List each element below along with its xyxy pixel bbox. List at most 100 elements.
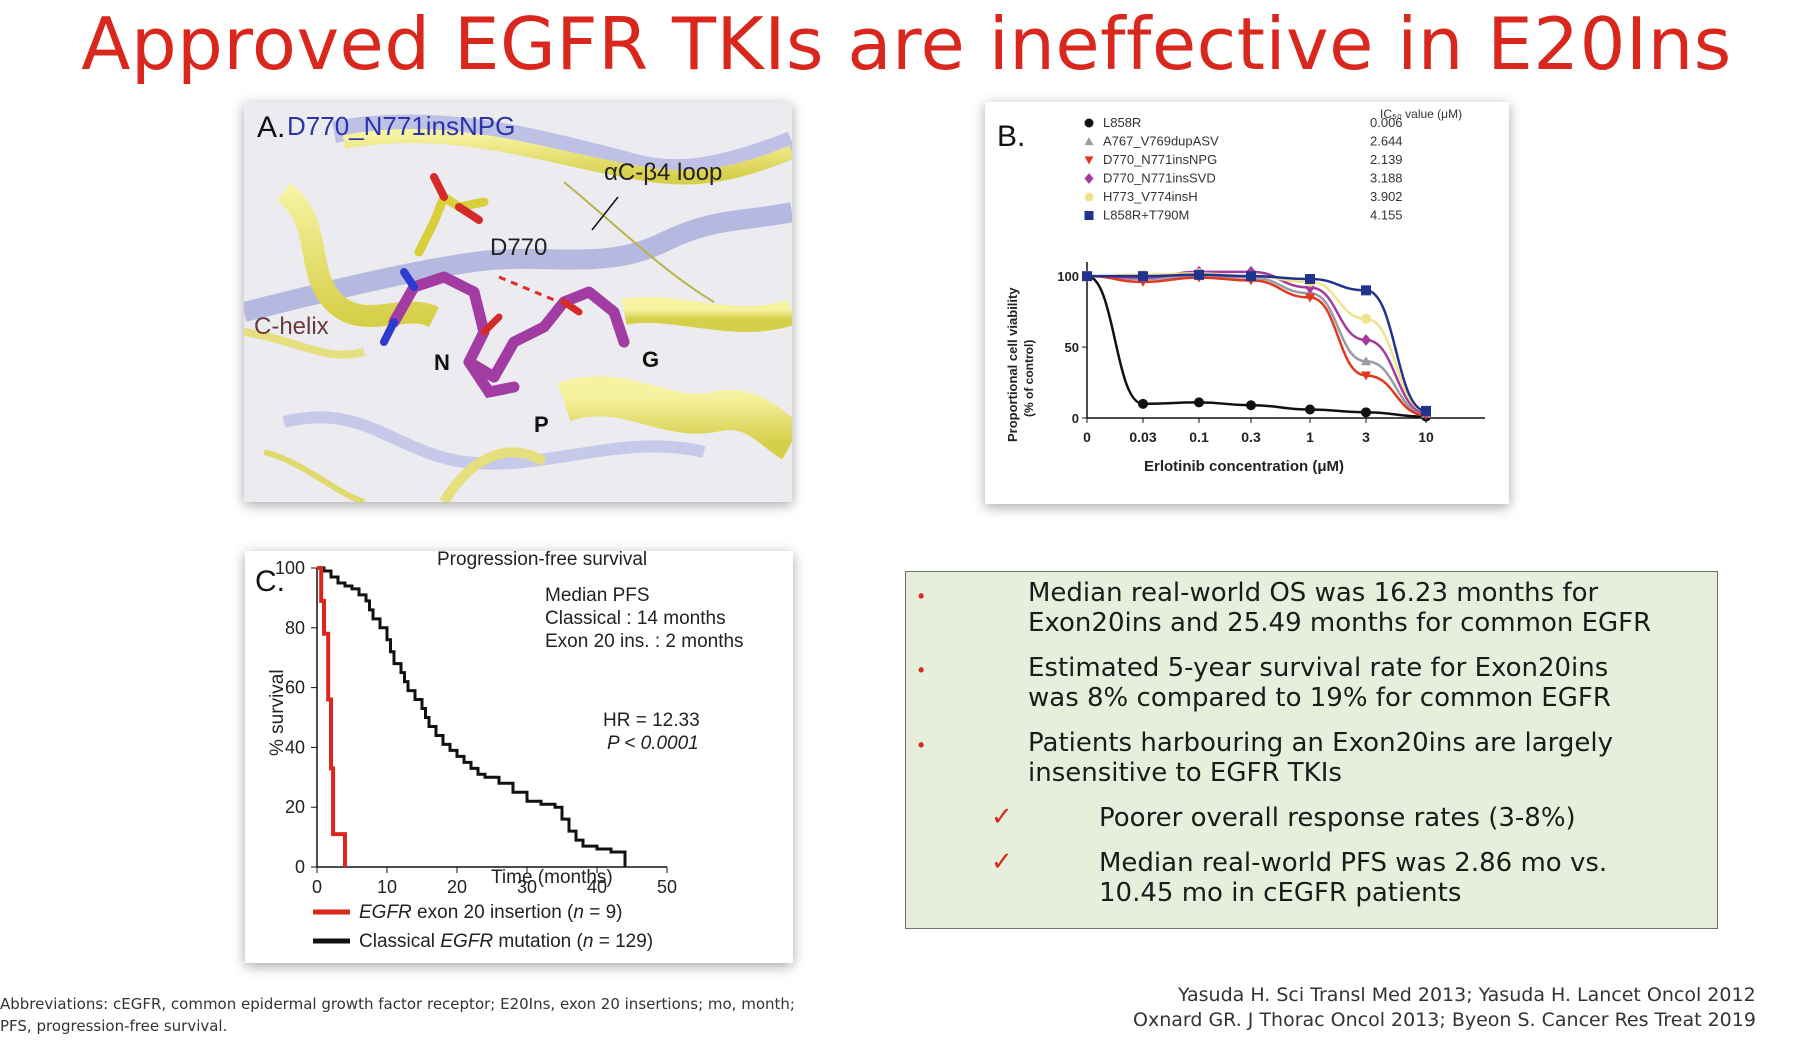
legend-marker-3 [1084, 173, 1094, 184]
dose-response-series [1082, 265, 1431, 422]
sub-finding-pfs-line1: Median real-world PFS was 2.86 mo vs. [1099, 848, 1608, 878]
sub-finding-pfs-line2: 10.45 mo in cEGFR patients [1099, 878, 1462, 908]
helix-label: C-helix [254, 313, 329, 340]
sub-finding-response-line: Poorer overall response rates (3-8%) [1099, 803, 1576, 833]
data-point [1138, 271, 1148, 282]
x-tick-label: 1 [1306, 429, 1314, 445]
residue-label: D770 [490, 234, 547, 261]
p-value: P < 0.0001 [607, 733, 699, 754]
atom-p-label: P [534, 412, 549, 437]
finding-tki: Patients harbouring an Exon20ins are lar… [1028, 728, 1613, 788]
km-curve-1 [317, 566, 627, 867]
finding-survival-line2: was 8% compared to 19% for common EGFR [1028, 683, 1611, 713]
data-point [1305, 404, 1315, 415]
x-tick-label: 20 [447, 877, 467, 897]
median-pfs-classical: Classical : 14 months [545, 608, 726, 629]
abbreviations-line2: PFS, progression-free survival. [0, 1017, 228, 1035]
legend-series-name: L858R [1103, 115, 1141, 130]
sub-finding-pfs: Median real-world PFS was 2.86 mo vs. 10… [1099, 848, 1607, 908]
pfs-xlabel: Time (months) [491, 867, 613, 888]
panel-b-ylabel-line1: Proportional cell viability [1005, 287, 1020, 442]
panel-b-dose-response: B. IC₅₀ value (μM) L858R 0.006 A767_V769du… [985, 102, 1509, 504]
sub-finding-response: Poorer overall response rates (3-8%) [1099, 803, 1576, 833]
panel-c-pfs: C. Progression-free survival 0 10 20 30 40 50… [245, 551, 793, 963]
y-tick-label: 50 [1065, 340, 1079, 355]
bullet-marker: • [918, 735, 925, 755]
legend-marker-0 [1084, 118, 1094, 128]
check-icon: ✓ [991, 801, 1013, 831]
mutation-label: D770_N771insNPG [287, 111, 515, 141]
loop-label: αC-β4 loop [604, 159, 722, 186]
x-tick-label: 30 [517, 877, 537, 897]
pfs-kaplan-meier-chart: C. Progression-free survival 0 10 20 30 40 50… [255, 551, 744, 952]
finding-os: Median real-world OS was 16.23 months fo… [1028, 578, 1651, 638]
data-point [1421, 405, 1431, 416]
pfs-chart-title: Progression-free survival [437, 551, 647, 570]
legend-exon-label: EGFR exon 20 insertion (n = 9) [359, 902, 623, 923]
y-tick-label: 0 [1072, 411, 1079, 426]
x-tick-label: 10 [377, 877, 397, 897]
finding-tki-line2: insensitive to EGFR TKIs [1028, 758, 1342, 788]
y-tick-label: 80 [285, 618, 305, 638]
legend-series-name: H773_V774insH [1103, 189, 1198, 204]
data-point [1138, 398, 1148, 409]
dose-response-legend: L858R 0.006 A767_V769dupASV 2.644 D770_N771i… [1084, 115, 1403, 223]
median-pfs-exon: Exon 20 ins. : 2 months [545, 631, 744, 652]
legend-series-name: L858R+T790M [1103, 208, 1189, 223]
dose-response-chart: B. IC₅₀ value (μM) L858R 0.006 A767_V769du… [997, 107, 1485, 475]
legend-ic50-value: 2.139 [1370, 152, 1403, 167]
median-pfs-title: Median PFS [545, 585, 650, 606]
data-point [1082, 271, 1092, 282]
x-tick-label: 0 [1083, 429, 1091, 445]
data-point [1194, 269, 1204, 280]
legend-ic50-value: 3.902 [1370, 189, 1403, 204]
finding-os-line1: Median real-world OS was 16.23 months fo… [1028, 578, 1599, 608]
data-point [1305, 293, 1315, 303]
panel-b-ylabel-line2: (% of control) [1022, 340, 1036, 417]
y-tick-label: 60 [285, 678, 305, 698]
legend-marker-2 [1084, 156, 1094, 165]
abbreviations-line1: Abbreviations: cEGFR, common epidermal g… [0, 995, 795, 1013]
check-icon: ✓ [991, 846, 1013, 876]
curve-A767_V769dupASV [1086, 274, 1427, 415]
panel-b-label: B. [997, 120, 1025, 153]
protein-structure-illustration: A. D770_N771insNPG αC-β4 loop D770 C-hel… [244, 102, 792, 502]
panel-c-label: C. [255, 565, 285, 598]
panel-a-label: A. [257, 111, 285, 144]
pfs-axes: 0 10 20 30 40 50 0 20 40 60 80 100 [275, 558, 677, 897]
pfs-ylabel: % survival [267, 669, 288, 756]
legend-ic50-value: 0.006 [1370, 115, 1403, 130]
y-tick-label: 100 [275, 558, 305, 578]
x-tick-label: 3 [1362, 429, 1370, 445]
x-tick-label: 0 [312, 877, 322, 897]
y-tick-label: 100 [1057, 269, 1079, 284]
km-curve-0 [317, 566, 347, 867]
data-point [1246, 271, 1256, 282]
x-tick-label: 0.3 [1241, 429, 1261, 445]
hazard-ratio: HR = 12.33 [603, 710, 700, 731]
y-tick-label: 0 [295, 857, 305, 877]
legend-ic50-value: 2.644 [1370, 134, 1403, 149]
legend-series-name: A767_V769dupASV [1103, 134, 1219, 149]
x-tick-label: 0.1 [1189, 429, 1209, 445]
legend-series-name: D770_N771insNPG [1103, 152, 1217, 167]
data-point [1246, 400, 1256, 411]
reference-line2: Oxnard GR. J Thorac Oncol 2013; Byeon S.… [1133, 1009, 1756, 1031]
x-tick-label: 40 [587, 877, 607, 897]
bullet-marker: • [918, 660, 925, 680]
x-tick-label: 0.03 [1129, 429, 1156, 445]
legend-marker-1 [1084, 137, 1094, 146]
legend-marker-4 [1084, 192, 1094, 202]
panel-b-xlabel: Erlotinib concentration (μM) [1144, 458, 1344, 475]
curve-L858R [1086, 274, 1427, 418]
atom-n-label: N [434, 350, 450, 375]
legend-classical-label: Classical EGFR mutation (n = 129) [359, 931, 653, 952]
data-point [1361, 407, 1371, 418]
legend-series-name: D770_N771insSVD [1103, 171, 1216, 186]
y-tick-label: 40 [285, 737, 305, 757]
ic50-header: IC₅₀ value (μM) [1380, 107, 1462, 121]
data-point [1361, 356, 1371, 366]
data-point [1361, 371, 1371, 381]
data-point [1305, 274, 1315, 285]
